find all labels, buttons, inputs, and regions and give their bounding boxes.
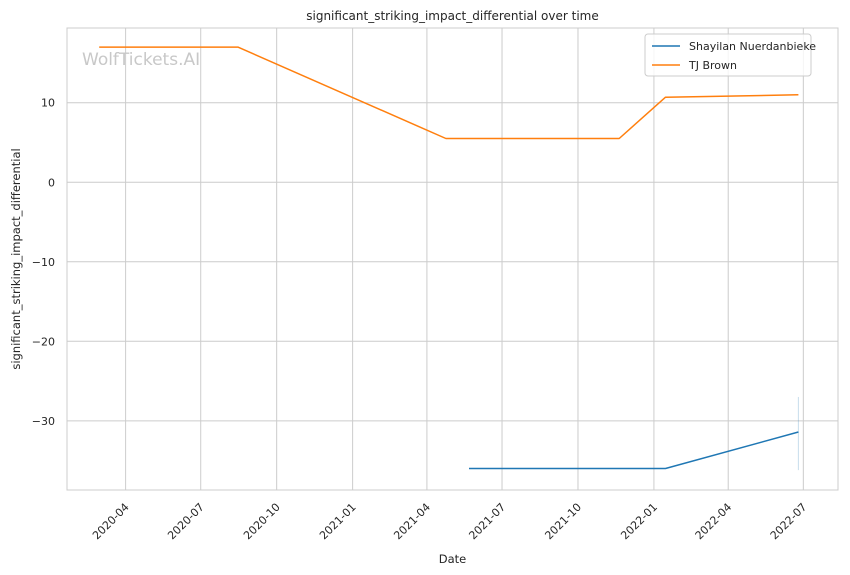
y-axis-ticks: 10 0 −10 −20 −30 [32, 97, 55, 428]
x-tick-label: 2022-07 [768, 501, 810, 543]
legend: Shayilan Nuerdanbieke TJ Brown [644, 33, 816, 77]
watermark: WolfTickets.AI [82, 50, 200, 70]
x-tick-label: 2022-04 [693, 501, 735, 543]
y-tick-label: −20 [32, 335, 55, 348]
y-tick-label: 10 [41, 97, 55, 110]
x-axis-label: Date [439, 552, 467, 566]
plot-frame [66, 27, 839, 491]
x-tick-label: 2020-04 [90, 501, 132, 543]
legend-label-1: TJ Brown [688, 59, 737, 72]
legend-label-0: Shayilan Nuerdanbieke [689, 40, 816, 53]
chart-title: significant_striking_impact_differential… [306, 9, 598, 23]
y-tick-label: −10 [32, 256, 55, 269]
series-layer [99, 46, 799, 471]
x-tick-label: 2021-01 [317, 501, 359, 543]
x-tick-label: 2021-10 [542, 501, 584, 543]
x-tick-label: 2020-10 [241, 501, 283, 543]
y-tick-label: 0 [48, 176, 55, 189]
y-axis-label: significant_striking_impact_differential [9, 148, 23, 369]
x-tick-label: 2021-04 [391, 501, 433, 543]
x-tick-label: 2022-01 [618, 501, 660, 543]
series-line-0 [469, 431, 799, 470]
x-axis-ticks: 2020-04 2020-07 2020-10 2021-01 2021-04 2021-… [90, 501, 809, 543]
x-tick-label: 2020-07 [165, 501, 207, 543]
x-tick-label: 2021-07 [466, 501, 508, 543]
y-tick-label: −30 [32, 415, 55, 428]
grid [67, 28, 838, 490]
legend-box [644, 33, 812, 77]
series-line-1 [99, 46, 799, 140]
